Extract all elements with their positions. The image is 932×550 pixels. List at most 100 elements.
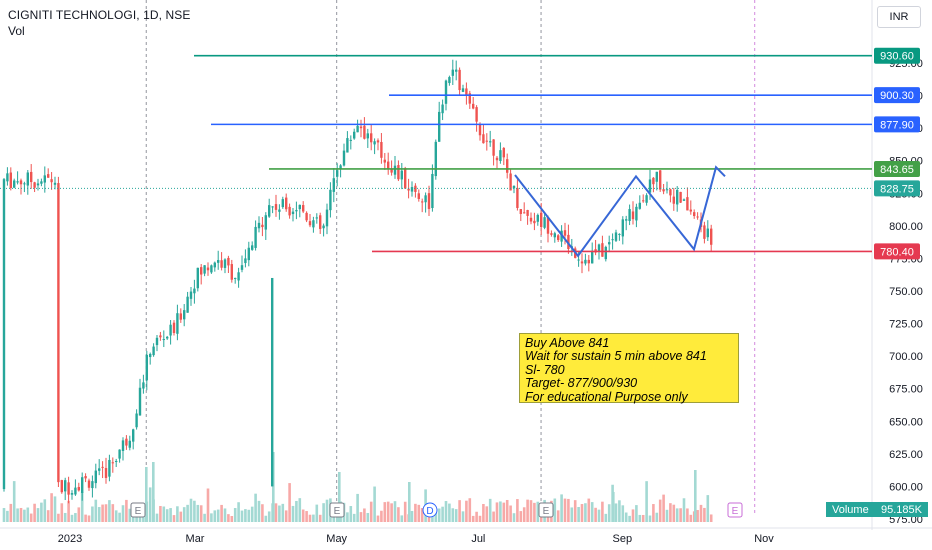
- candle-body: [492, 139, 495, 156]
- volume-bar: [322, 503, 325, 522]
- candle-body: [339, 165, 342, 169]
- volume-bar: [233, 508, 237, 522]
- volume-bar: [669, 503, 672, 522]
- volume-bar: [373, 486, 376, 522]
- volume-bar: [400, 515, 404, 522]
- candle-body: [370, 133, 373, 143]
- candle-body: [482, 134, 485, 144]
- volume-bar: [118, 512, 121, 522]
- candle-body: [2, 179, 6, 490]
- volume-bar: [485, 506, 489, 522]
- volume-bar: [420, 508, 424, 522]
- candle-body: [159, 335, 162, 338]
- volume-bar: [145, 467, 148, 522]
- time-tick-label: Jul: [471, 533, 485, 545]
- candle-body: [516, 188, 519, 208]
- candle-body: [121, 440, 125, 451]
- volume-bar: [33, 503, 36, 522]
- volume-indicator-label[interactable]: Vol: [8, 24, 25, 38]
- candle-body: [254, 226, 257, 248]
- volume-bar: [675, 508, 679, 522]
- volume-bar: [594, 507, 597, 522]
- volume-bar: [125, 499, 128, 522]
- candle-body: [281, 199, 284, 208]
- candle-body: [400, 170, 403, 180]
- time-tick-label: Mar: [186, 533, 205, 545]
- volume-bar: [638, 514, 642, 522]
- symbol-title[interactable]: CIGNITI TECHNOLOGI, 1D, NSE: [8, 8, 191, 22]
- volume-bar: [57, 513, 60, 522]
- candle-body: [502, 147, 505, 158]
- candle-body: [410, 187, 414, 192]
- volume-bar: [417, 504, 421, 522]
- candle-body: [438, 111, 441, 142]
- currency-button[interactable]: INR: [877, 6, 921, 28]
- candle-body: [434, 141, 437, 177]
- volume-bar: [465, 500, 468, 522]
- candle-body: [302, 205, 305, 212]
- volume-bar: [36, 508, 40, 522]
- volume-bar: [553, 498, 557, 522]
- candle-body: [363, 125, 366, 139]
- volume-bar: [254, 493, 257, 522]
- volume-bar: [607, 504, 611, 522]
- volume-bar: [621, 505, 625, 522]
- candle-body: [563, 230, 567, 236]
- candle-body: [431, 173, 434, 209]
- volume-bar: [165, 509, 169, 522]
- volume-bar: [709, 514, 713, 522]
- candle-body: [261, 224, 264, 228]
- volume-bar: [580, 504, 584, 522]
- candle-body: [485, 140, 488, 142]
- candle-body: [441, 104, 444, 114]
- candle-body: [601, 243, 604, 257]
- candle-body: [662, 189, 665, 192]
- volume-bar: [267, 511, 271, 522]
- volume-bar: [97, 507, 101, 522]
- volume-bar: [526, 499, 529, 522]
- candle-body: [33, 182, 36, 188]
- candle-body: [98, 468, 101, 471]
- candle-body: [489, 141, 492, 143]
- candle-body: [472, 103, 475, 109]
- price-tick-label: 700.00: [889, 351, 923, 363]
- volume-bar: [512, 513, 516, 522]
- candle-body: [336, 170, 339, 177]
- volume-bar: [128, 508, 132, 522]
- level-price-label: 877.90: [880, 119, 914, 131]
- volume-bar: [672, 504, 676, 522]
- candle-body: [87, 480, 91, 488]
- candle-body: [325, 209, 329, 227]
- candle-body: [251, 245, 254, 250]
- volume-bar: [366, 512, 370, 522]
- volume-bar: [689, 514, 693, 522]
- volume-bar: [16, 508, 19, 522]
- candle-body: [278, 209, 281, 212]
- candle-body: [19, 180, 23, 185]
- volume-bar: [356, 493, 359, 522]
- volume-bar: [635, 505, 638, 522]
- candle-body: [70, 493, 74, 495]
- volume-bar: [363, 508, 366, 522]
- trade-note[interactable]: Buy Above 841 Wait for sustain 5 min abo…: [519, 333, 739, 404]
- candle-body: [655, 171, 658, 182]
- candle-body: [104, 468, 108, 478]
- candle-body: [67, 482, 70, 495]
- volume-bar: [662, 494, 665, 522]
- candle-body: [353, 131, 356, 139]
- earnings-marker: [329, 502, 345, 518]
- candle-body: [686, 197, 689, 211]
- candle-body: [444, 80, 448, 104]
- volume-legend-label: Volume: [826, 502, 875, 517]
- candle-body: [227, 257, 230, 266]
- volume-bar: [182, 507, 186, 522]
- candle-body: [53, 182, 57, 185]
- candle-body: [115, 460, 118, 462]
- volume-bar: [111, 504, 115, 522]
- volume-bar: [624, 512, 628, 522]
- volume-bar: [272, 452, 275, 522]
- candle-body: [217, 260, 220, 263]
- candle-body: [288, 206, 291, 216]
- volume-bar: [91, 506, 94, 522]
